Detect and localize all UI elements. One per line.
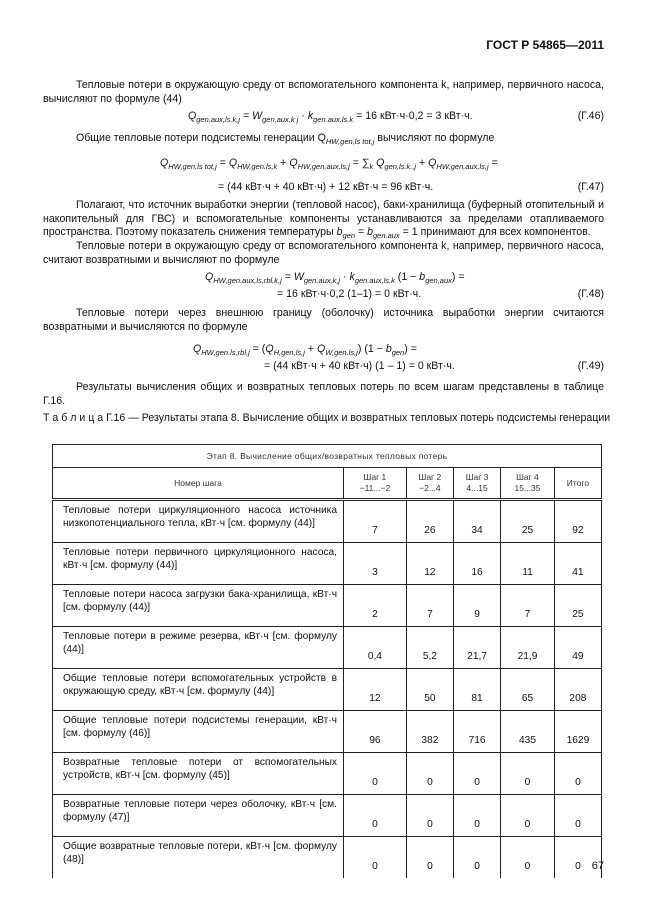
header-cell: Шаг 3 4...15: [452, 467, 502, 501]
table-row: Общие тепловые потери вспомогательных ус…: [52, 668, 603, 711]
table-row: Тепловые потери циркуляционного насоса и…: [52, 499, 603, 543]
table-row: Общие возвратные тепловые потери, кВт·ч …: [52, 836, 603, 878]
table-row: Тепловые потери в режиме резерва, кВт·ч …: [52, 626, 603, 669]
row-value: 0: [452, 836, 502, 878]
row-value: 0: [452, 752, 502, 795]
row-label: Тепловые потери в режиме резерва, кВт·ч …: [52, 626, 344, 669]
formula-g48-line2: = 16 кВт·ч·0,2 (1–1) = 0 кВт·ч.: [277, 288, 422, 300]
row-value: 0: [405, 752, 454, 795]
header-cell: Шаг 2 −2...4: [405, 467, 454, 501]
row-value: 716: [452, 710, 502, 753]
formula-number: (Г.48): [577, 288, 604, 300]
table-row: Возвратные тепловые потери от вспомогате…: [52, 752, 603, 795]
row-value: 7: [405, 584, 454, 627]
row-value: 2: [343, 584, 407, 627]
row-value: 208: [553, 668, 603, 711]
table-header-row: Номер шага Шаг 1 −11...−2 Шаг 2 −2...4 Ш…: [52, 467, 603, 501]
row-value: 0: [343, 794, 407, 837]
row-label: Общие тепловые потери подсистемы генерац…: [52, 710, 344, 753]
row-value: 3: [343, 542, 407, 585]
table-row: Общие тепловые потери подсистемы генерац…: [52, 710, 603, 753]
row-label: Возвратные тепловые потери через оболочк…: [52, 794, 344, 837]
header-cell: Итого: [553, 467, 603, 501]
row-value: 9: [452, 584, 502, 627]
paragraph: Результаты вычисления общих и возвратных…: [43, 381, 604, 407]
row-value: 21,7: [452, 626, 502, 669]
table-row: Тепловые потери насоса загрузки бака-хра…: [52, 584, 603, 627]
formula-number: (Г.47): [577, 181, 604, 193]
paragraph: Полагают, что источник выработки энергии…: [43, 199, 604, 240]
row-value: 0: [405, 836, 454, 878]
row-value: 81: [452, 668, 502, 711]
row-value: 7: [500, 584, 555, 627]
paragraph: Тепловые потери через внешнюю границу (о…: [43, 307, 604, 333]
row-value: 41: [553, 542, 603, 585]
row-value: 34: [452, 499, 502, 543]
standard-header: ГОСТ Р 54865—2011: [486, 38, 604, 52]
row-value: 25: [500, 499, 555, 543]
formula-number: (Г.46): [577, 110, 604, 122]
row-value: 96: [343, 710, 407, 753]
row-value: 0,4: [343, 626, 407, 669]
row-value: 0: [343, 836, 407, 878]
row-value: 50: [405, 668, 454, 711]
row-value: 25: [553, 584, 603, 627]
row-label: Тепловые потери циркуляционного насоса и…: [52, 499, 344, 543]
formula-g46: Qgen.aux,ls.k,j = Wgen,aux,k j · kgen.au…: [188, 110, 473, 124]
formula-g47: QHW,gen,ls tot,j = QHW,gen.ls,k + QHW,ge…: [160, 157, 498, 171]
formula-g47-line2: = (44 кВт·ч + 40 кВт·ч) + 12 кВт·ч = 96 …: [218, 181, 434, 193]
row-label: Общие возвратные тепловые потери, кВт·ч …: [52, 836, 344, 878]
header-cell: Шаг 4 15...35: [500, 467, 555, 501]
row-value: 65: [500, 668, 555, 711]
row-value: 21,9: [500, 626, 555, 669]
row-label: Возвратные тепловые потери от вспомогате…: [52, 752, 344, 795]
formula-g49-line2: = (44 кВт·ч + 40 кВт·ч) (1 – 1) = 0 кВт·…: [264, 360, 455, 372]
row-value: 0: [500, 836, 555, 878]
formula-number: (Г.49): [577, 360, 604, 372]
row-value: 7: [343, 499, 407, 543]
row-value: 0: [553, 752, 603, 795]
row-value: 12: [405, 542, 454, 585]
row-value: 16: [452, 542, 502, 585]
row-value: 382: [405, 710, 454, 753]
paragraph: Тепловые потери в окружающую среду от вс…: [43, 79, 604, 105]
row-value: 26: [405, 499, 454, 543]
table-caption: Т а б л и ц а Г.16 — Результаты этапа 8.…: [43, 412, 611, 424]
row-value: 435: [500, 710, 555, 753]
row-label: Тепловые потери насоса загрузки бака-хра…: [52, 584, 344, 627]
row-value: 0: [500, 752, 555, 795]
row-value: 0: [553, 836, 603, 878]
row-value: 0: [405, 794, 454, 837]
table-title: Этап 8. Вычисление общих/возвратных тепл…: [52, 444, 602, 468]
page-number: 67: [591, 860, 604, 872]
table-row: Тепловые потери первичного циркуляционно…: [52, 542, 603, 585]
formula-g49: QHW,gen.ls,rbl,j = (QH,gen,ls,j + QW,gen…: [193, 343, 417, 357]
row-value: 11: [500, 542, 555, 585]
row-value: 0: [343, 752, 407, 795]
row-label: Общие тепловые потери вспомогательных ус…: [52, 668, 344, 711]
row-value: 5,2: [405, 626, 454, 669]
header-cell: Номер шага: [52, 467, 344, 501]
paragraph: Тепловые потери в окружающую среду от вс…: [43, 240, 604, 266]
row-value: 0: [553, 794, 603, 837]
row-value: 0: [500, 794, 555, 837]
row-label: Тепловые потери первичного циркуляционно…: [52, 542, 344, 585]
table-row: Возвратные тепловые потери через оболочк…: [52, 794, 603, 837]
row-value: 0: [452, 794, 502, 837]
row-value: 49: [553, 626, 603, 669]
formula-g48: QHW,gen.aux,ls,rbl,k,j = Wgen,aux,k,j · …: [205, 271, 465, 285]
row-value: 1629: [553, 710, 603, 753]
row-value: 12: [343, 668, 407, 711]
paragraph: Общие тепловые потери подсистемы генерац…: [76, 132, 495, 146]
header-cell: Шаг 1 −11...−2: [343, 467, 407, 501]
row-value: 92: [553, 499, 603, 543]
results-table: Этап 8. Вычисление общих/возвратных тепл…: [52, 444, 603, 878]
